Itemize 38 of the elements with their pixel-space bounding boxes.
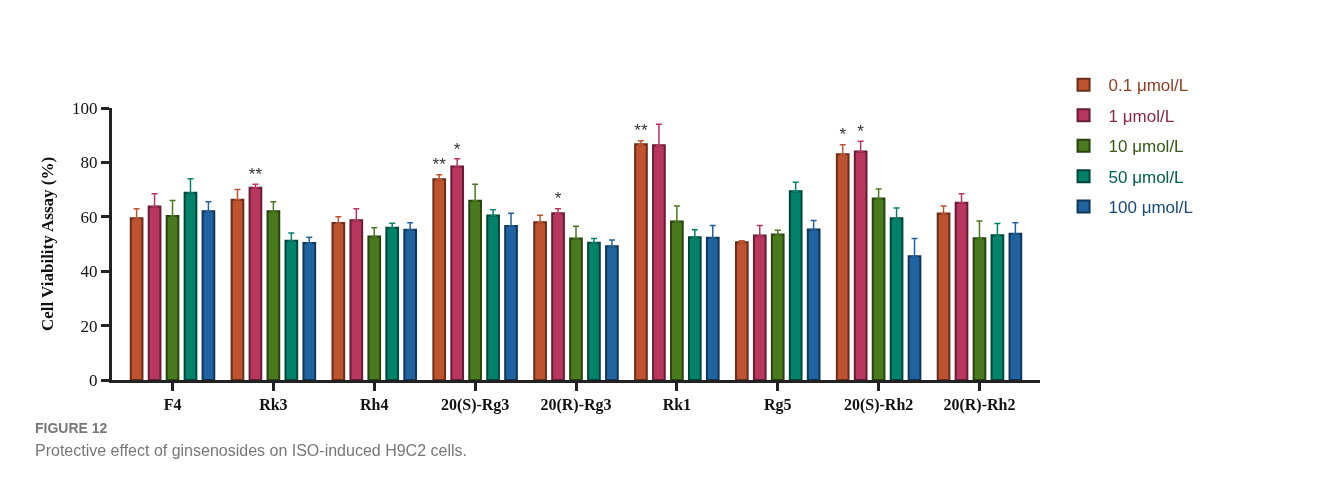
x-tick-label: Rg5 <box>763 396 792 415</box>
x-tick-label: 20(R)-Rh2 <box>943 396 1016 415</box>
x-tick-label: Rh4 <box>360 396 389 414</box>
bar <box>634 143 648 380</box>
y-tick-label: 60 <box>80 207 98 227</box>
legend-label: 1 μmol/L <box>1108 106 1175 126</box>
y-tick-label: 40 <box>80 262 98 282</box>
x-tick-label: Rk3 <box>259 396 288 414</box>
legend-label: 0.1 μmol/L <box>1108 76 1189 96</box>
data-label: * <box>453 139 461 159</box>
bar <box>385 226 400 380</box>
bar <box>770 233 785 380</box>
y-tick-label: 80 <box>80 153 98 173</box>
y-tick-label: 0 <box>89 370 98 390</box>
x-tick-label: Rk1 <box>662 396 692 414</box>
data-label: ** <box>432 155 447 175</box>
y-tick-label: 20 <box>80 316 98 336</box>
bar <box>734 241 749 380</box>
data-label: * <box>857 121 865 141</box>
x-tick-label: 20(S)-Rh2 <box>843 396 914 415</box>
bar <box>432 178 447 380</box>
x-tick-label: F4 <box>163 396 182 414</box>
data-label: ** <box>634 121 648 141</box>
data-label: * <box>554 189 562 209</box>
x-tick-label: 20(S)-Rg3 <box>440 396 510 415</box>
bar <box>551 212 565 380</box>
legend-label: 10 μmol/L <box>1108 137 1184 157</box>
text: Protective effect of ginsenosides on ISO-induced H9C2 cells. <box>35 442 467 459</box>
bar <box>248 186 263 380</box>
legend-label: 100 μmol/L <box>1108 198 1194 218</box>
y-axis-title: Cell Viability Assay (%) <box>37 156 57 332</box>
caption: FIGURE 12 <box>35 420 108 436</box>
data-label: * <box>839 125 847 145</box>
y-tick-label: 100 <box>72 98 98 118</box>
data-label: ** <box>248 164 263 184</box>
legend-label: 50 μmol/L <box>1108 167 1184 187</box>
bar <box>587 241 601 380</box>
x-tick-label: 20(R)-Rg3 <box>540 396 612 415</box>
